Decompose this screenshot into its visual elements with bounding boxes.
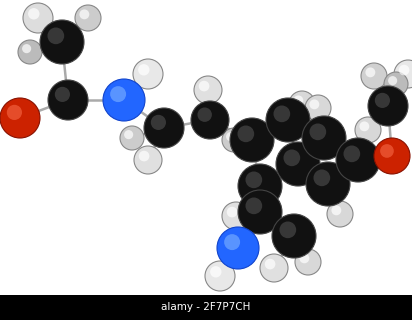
Circle shape <box>48 80 88 120</box>
Circle shape <box>314 170 330 186</box>
Circle shape <box>28 8 40 20</box>
Circle shape <box>226 132 235 141</box>
Circle shape <box>289 91 315 117</box>
Circle shape <box>23 3 53 33</box>
Circle shape <box>199 81 209 92</box>
Circle shape <box>237 125 254 142</box>
Circle shape <box>144 108 184 148</box>
Circle shape <box>355 117 381 143</box>
Circle shape <box>399 65 410 76</box>
Circle shape <box>266 98 310 142</box>
Circle shape <box>327 201 353 227</box>
Circle shape <box>246 197 262 214</box>
Circle shape <box>309 100 319 109</box>
FancyBboxPatch shape <box>0 295 412 320</box>
Circle shape <box>384 72 408 96</box>
Circle shape <box>120 126 144 150</box>
Circle shape <box>222 128 246 152</box>
Circle shape <box>295 249 321 275</box>
Circle shape <box>222 202 250 230</box>
Circle shape <box>375 93 390 108</box>
Circle shape <box>224 234 240 250</box>
Circle shape <box>368 86 408 126</box>
Circle shape <box>110 86 126 102</box>
Circle shape <box>276 142 320 186</box>
Circle shape <box>18 40 42 64</box>
Circle shape <box>103 79 145 121</box>
Circle shape <box>309 124 326 140</box>
Circle shape <box>139 151 150 161</box>
Circle shape <box>374 138 410 174</box>
Circle shape <box>344 146 360 162</box>
Circle shape <box>0 98 40 138</box>
Circle shape <box>260 254 288 282</box>
Circle shape <box>361 63 387 89</box>
Circle shape <box>359 121 369 131</box>
Circle shape <box>205 261 235 291</box>
Circle shape <box>388 76 397 85</box>
Circle shape <box>55 87 70 102</box>
Circle shape <box>22 44 31 53</box>
Circle shape <box>124 130 133 139</box>
Circle shape <box>279 221 296 238</box>
Circle shape <box>336 138 380 182</box>
Circle shape <box>272 214 316 258</box>
Circle shape <box>365 68 375 77</box>
Circle shape <box>293 95 303 105</box>
Circle shape <box>197 108 212 122</box>
Circle shape <box>306 162 350 206</box>
Circle shape <box>210 266 222 277</box>
Circle shape <box>265 259 275 269</box>
Circle shape <box>305 95 331 121</box>
Circle shape <box>230 118 274 162</box>
Circle shape <box>80 9 89 19</box>
Circle shape <box>133 59 163 89</box>
Circle shape <box>238 190 282 234</box>
Circle shape <box>300 253 309 263</box>
Circle shape <box>151 115 166 130</box>
Circle shape <box>246 172 262 188</box>
Circle shape <box>331 205 341 215</box>
Circle shape <box>191 101 229 139</box>
Circle shape <box>238 164 282 208</box>
Circle shape <box>194 76 222 104</box>
Circle shape <box>302 116 346 160</box>
Circle shape <box>134 146 162 174</box>
Circle shape <box>394 60 412 88</box>
Circle shape <box>283 149 300 166</box>
Circle shape <box>47 28 64 44</box>
Circle shape <box>227 207 237 217</box>
Circle shape <box>138 64 150 76</box>
Circle shape <box>380 144 394 158</box>
Circle shape <box>274 106 290 122</box>
Circle shape <box>75 5 101 31</box>
Circle shape <box>40 20 84 64</box>
Text: alamy - 2F7P7CH: alamy - 2F7P7CH <box>162 302 250 313</box>
Circle shape <box>217 227 259 269</box>
Circle shape <box>7 105 22 120</box>
